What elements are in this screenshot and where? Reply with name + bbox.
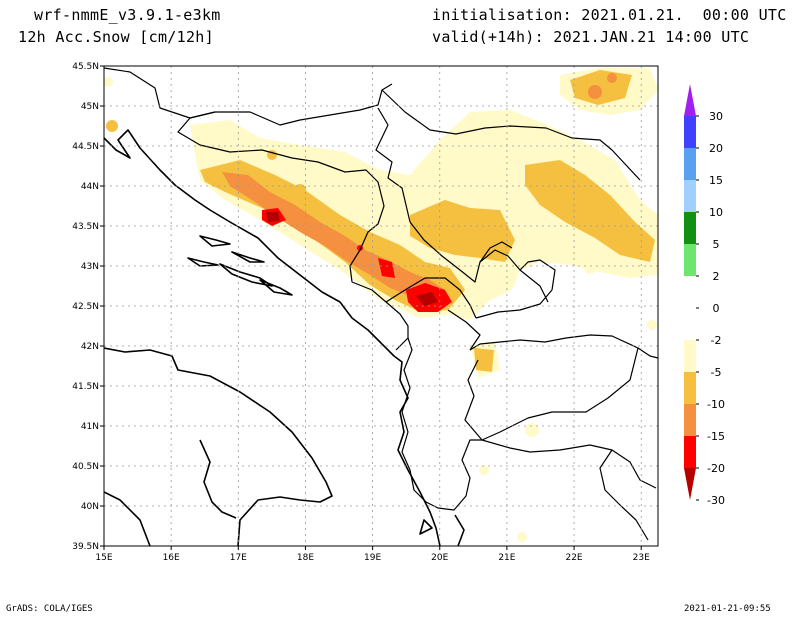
grads-credit: GrADS: COLA/IGES: [6, 604, 93, 614]
colorbar-swatch: [684, 404, 696, 436]
lat-label: 43.5N: [72, 222, 99, 232]
coastlines: [104, 129, 465, 546]
colorbar-label: -10: [707, 398, 725, 411]
colorbar-swatch: [684, 276, 696, 308]
snow-extreme: [266, 212, 438, 306]
snow-field: [104, 68, 658, 542]
valid-time: valid(+14h): 2021.JAN.21 14:00 UTC: [432, 28, 750, 46]
lon-label: 21E: [498, 553, 515, 563]
lon-label: 17E: [230, 553, 247, 563]
colorbar-label: 15: [709, 174, 723, 187]
lat-label: 45N: [81, 102, 99, 112]
colorbar-label: -5: [711, 366, 722, 379]
lon-label: 23E: [633, 553, 650, 563]
colorbar-swatch: [684, 308, 696, 340]
colorbar-bottom-arrow: [684, 468, 696, 500]
lat-label: 40N: [81, 502, 99, 512]
colorbar-swatch: [684, 116, 696, 148]
lon-label: 19E: [364, 553, 381, 563]
colorbar-label: 30: [709, 110, 723, 123]
colorbar-swatch: [684, 180, 696, 212]
lat-label: 40.5N: [72, 462, 99, 472]
colorbar-top-arrow: [684, 84, 696, 116]
colorbar-label: -20: [707, 462, 725, 475]
axis-ticks: 15E 16E 17E 18E 19E 20E 21E 22E 23E 39.5N 40N 40.5N…: [72, 62, 650, 563]
lon-label: 15E: [95, 553, 112, 563]
lat-label: 41.5N: [72, 382, 99, 392]
colorbar-label: -15: [707, 430, 725, 443]
colorbar-swatch: [684, 148, 696, 180]
lon-label: 18E: [297, 553, 314, 563]
lat-label: 42N: [81, 342, 99, 352]
colorbar-label: 20: [709, 142, 723, 155]
graticule: [104, 66, 658, 546]
lat-label: 45.5N: [72, 62, 99, 72]
lon-label: 20E: [431, 553, 448, 563]
colorbar-label: -2: [711, 334, 722, 347]
model-name: wrf-nmmE_v3.9.1-e3km: [34, 6, 221, 24]
colorbar-label: -30: [707, 494, 725, 507]
field-name: 12h Acc.Snow [cm/12h]: [18, 28, 214, 46]
colorbar-label: 2: [713, 270, 720, 283]
borders: [104, 67, 658, 541]
colorbar-swatch: [684, 244, 696, 276]
snow-light: [104, 68, 658, 542]
colorbar-swatch: [684, 212, 696, 244]
lat-label: 44.5N: [72, 142, 99, 152]
plot-timestamp: 2021-01-21-09:55: [684, 604, 771, 614]
lat-label: 41N: [81, 422, 99, 432]
lat-label: 44N: [81, 182, 99, 192]
lat-label: 42.5N: [72, 302, 99, 312]
colorbar-swatch: [684, 436, 696, 468]
colorbar-label: 0: [713, 302, 720, 315]
colorbar-label: 5: [713, 238, 720, 251]
lon-label: 22E: [565, 553, 582, 563]
lat-label: 43N: [81, 262, 99, 272]
colorbar-label: 10: [709, 206, 723, 219]
lon-label: 16E: [163, 553, 180, 563]
colorbar-swatch: [684, 372, 696, 404]
init-time: initialisation: 2021.01.21. 00:00 UTC: [432, 6, 787, 24]
colorbar-swatch: [684, 340, 696, 372]
lat-label: 39.5N: [72, 542, 99, 552]
